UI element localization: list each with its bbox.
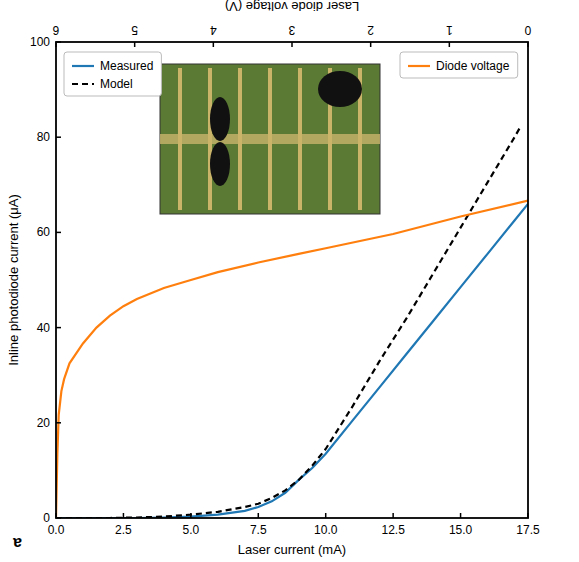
x-tick xyxy=(392,513,394,518)
x-tick xyxy=(325,513,327,518)
x-tick xyxy=(123,513,125,518)
x-tick-label: 2.5 xyxy=(115,523,132,537)
x-tick-label: 15.0 xyxy=(449,523,473,537)
y2-axis-title: Laser diode voltage (V) xyxy=(225,0,359,14)
legend-label: Model xyxy=(100,77,133,91)
legend-swatch xyxy=(72,65,94,67)
inset-ground xyxy=(160,64,380,214)
y2-tick-label: 4 xyxy=(210,23,217,37)
y-tick-label: 60 xyxy=(37,225,51,239)
x-tick-label: 7.5 xyxy=(250,523,267,537)
inset-photo xyxy=(160,64,380,214)
x-tick xyxy=(460,513,462,518)
x-tick xyxy=(527,513,529,518)
y-tick-label: 80 xyxy=(37,130,51,144)
curves xyxy=(56,128,528,518)
y-tick xyxy=(56,327,61,329)
inset-trace xyxy=(160,134,380,144)
y2-tick-label: 1 xyxy=(446,23,453,37)
y2-tick xyxy=(134,42,136,47)
y-tick xyxy=(56,517,61,519)
y2-tick xyxy=(370,42,372,47)
y-axis-title: Inline photodiode current (μA) xyxy=(6,194,21,366)
chart: 0.0 2.5 5.0 7.5 10.0 12.5 15.0 17.5 Laser curren… xyxy=(0,0,579,562)
panel-label: a xyxy=(13,535,22,552)
plot-frame xyxy=(56,42,528,518)
legend-frame xyxy=(400,52,518,78)
y2-tick xyxy=(55,42,57,47)
x-tick-label: 12.5 xyxy=(381,523,405,537)
inset-probe xyxy=(210,97,230,141)
legend-swatch xyxy=(408,65,430,67)
x-axis-title: Laser current (mA) xyxy=(238,542,346,557)
legend-label: Measured xyxy=(100,59,153,73)
x-tick-label: 17.5 xyxy=(516,523,540,537)
legend-label: Diode voltage xyxy=(436,59,510,73)
y2-tick xyxy=(291,42,293,47)
x-tick-label: 5.0 xyxy=(183,523,200,537)
x-tick xyxy=(190,513,192,518)
y-tick-label: 100 xyxy=(30,35,50,49)
series-line xyxy=(56,201,528,518)
y2-tick-label: 3 xyxy=(288,23,295,37)
y2-tick xyxy=(527,42,529,47)
y2-tick-label: 2 xyxy=(367,23,374,37)
legend: Measured Model xyxy=(64,52,161,96)
series-line xyxy=(56,128,520,518)
legend-frame xyxy=(64,52,161,96)
legend: Diode voltage xyxy=(400,52,518,78)
y2-tick xyxy=(449,42,451,47)
x-tick xyxy=(258,513,260,518)
series-line xyxy=(56,204,528,518)
y2-tick-label: 6 xyxy=(52,23,59,37)
y2-tick-label: 5 xyxy=(131,23,138,37)
legend-swatch xyxy=(72,83,94,85)
y-tick xyxy=(56,232,61,234)
x-tick-label: 10.0 xyxy=(314,523,338,537)
x-tick-label: 0.0 xyxy=(48,523,65,537)
inset-probe xyxy=(318,71,362,107)
y-tick xyxy=(56,422,61,424)
y-tick-label: 0 xyxy=(43,511,50,525)
y-tick-label: 20 xyxy=(37,416,51,430)
inset-probe xyxy=(210,142,230,186)
y-tick xyxy=(56,136,61,138)
y2-tick-label: 0 xyxy=(524,23,531,37)
y-tick-label: 40 xyxy=(37,321,51,335)
y2-tick xyxy=(213,42,215,47)
